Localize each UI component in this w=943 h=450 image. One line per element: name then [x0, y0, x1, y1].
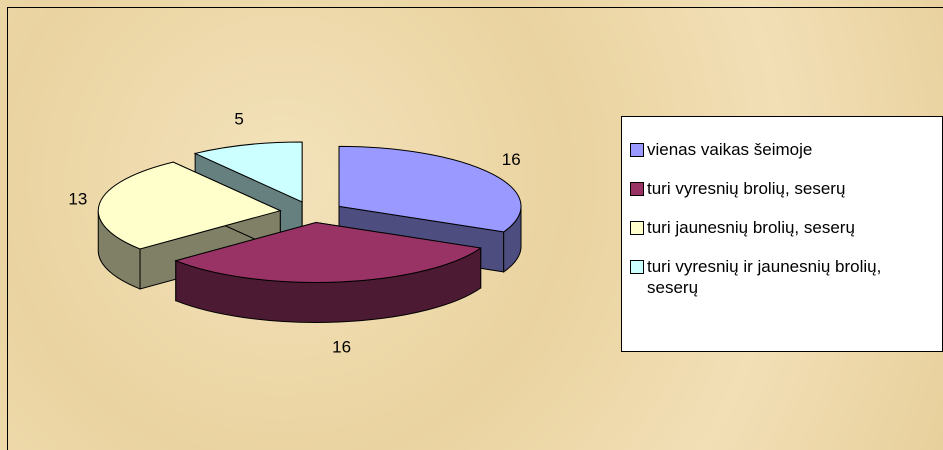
legend-swatch	[630, 260, 644, 274]
data-label: 5	[234, 110, 243, 129]
legend-item: turi vyresnių ir jaunesnių brolių, seser…	[630, 256, 936, 298]
legend-item: turi vyresnių brolių, seserų	[630, 178, 936, 199]
slice-top	[97, 161, 282, 250]
legend-swatch	[630, 221, 644, 235]
legend-swatch	[630, 182, 644, 196]
legend-label: turi jaunesnių brolių, seserų	[647, 218, 855, 237]
pie-slice	[97, 161, 282, 290]
legend-item: vienas vaikas šeimoje	[630, 139, 936, 160]
plot-frame	[7, 7, 943, 450]
pie-slice	[338, 145, 522, 273]
data-label: 13	[68, 189, 87, 208]
slice-top	[338, 145, 522, 233]
legend-label: turi vyresnių brolių, seserų	[647, 179, 846, 198]
legend-label: vienas vaikas šeimoje	[647, 140, 813, 159]
legend-item: turi jaunesnių brolių, seserų	[630, 217, 936, 238]
data-label: 16	[332, 337, 351, 356]
legend: vienas vaikas šeimoje turi vyresnių broli…	[621, 116, 943, 352]
slice-top	[193, 141, 303, 203]
legend-swatch	[630, 143, 644, 157]
data-label: 16	[502, 150, 521, 169]
slice-top	[174, 221, 482, 283]
legend-label: turi vyresnių ir jaunesnių brolių, seser…	[647, 257, 882, 297]
pie-slice	[174, 221, 482, 323]
